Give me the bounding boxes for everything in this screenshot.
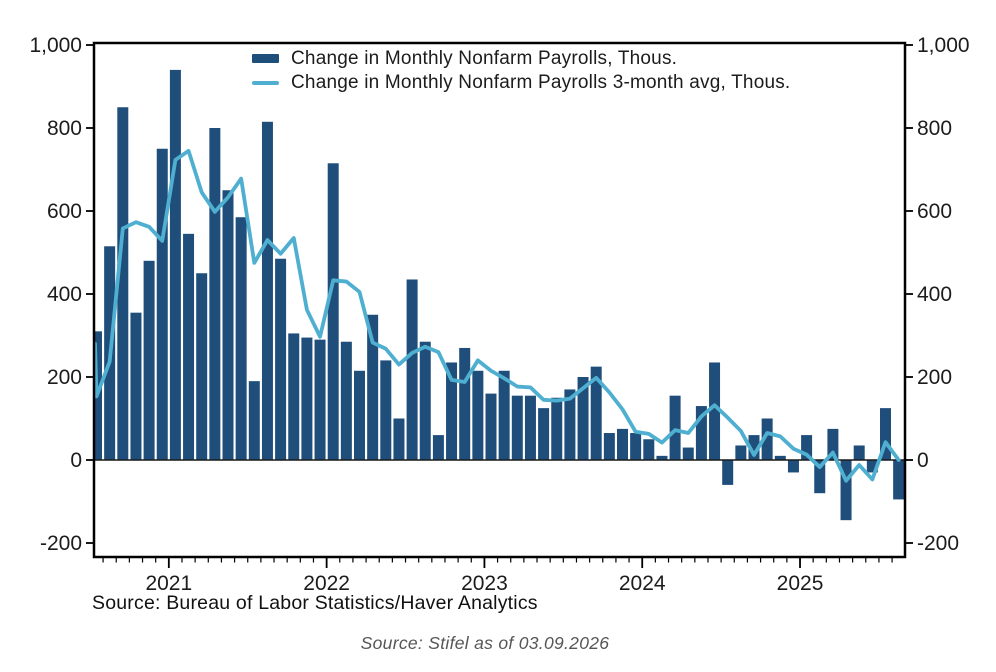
payrolls-bar [143,260,155,460]
payrolls-bar [301,337,313,460]
payrolls-bar [801,435,813,460]
payrolls-bar [617,428,628,461]
bar-series-swatch-icon [252,54,279,63]
payrolls-bar [524,395,536,461]
payrolls-bar [183,233,195,460]
payrolls-bar [722,460,734,485]
payrolls-bar [630,433,642,460]
payrolls-bar [643,439,655,460]
payrolls-bar [406,279,418,460]
payrolls-bar [288,333,300,460]
payrolls-bar [393,418,405,460]
payrolls-bar [314,339,326,460]
payrolls-bar [235,217,247,460]
payrolls-bar [209,128,221,460]
y-tick-label-left: 200 [47,366,82,389]
y-tick-label-right: 600 [917,200,952,223]
payrolls-bar [419,341,431,460]
line-series-swatch-icon [252,80,279,85]
payrolls-bar [380,360,392,460]
payrolls-bar [761,418,773,460]
legend-label-line: Change in Monthly Nonfarm Payrolls 3-mon… [291,71,791,93]
payrolls-bar [880,408,891,461]
payrolls-bar [564,389,576,460]
y-tick-label-left: 0 [70,449,82,472]
payrolls-bar [669,395,681,461]
payrolls-bar [577,377,589,460]
x-year-label: 2021 [145,572,192,595]
source-attribution-stifel: Source: Stifel as of 03.09.2026 [360,633,610,653]
payrolls-bar [248,381,260,460]
payrolls-bar [774,455,786,460]
payrolls-bar [827,428,839,461]
x-year-label: 2025 [777,572,824,595]
payrolls-bar [551,397,563,460]
y-tick-label-right: 800 [917,117,952,140]
y-tick-label-right: 400 [917,283,952,306]
payrolls-bar [275,258,287,460]
y-tick-label-right: 200 [917,366,952,389]
payrolls-bar [603,433,615,460]
payrolls-bar [590,366,602,461]
y-tick-label-left: -200 [40,532,82,555]
payrolls-bar [709,362,721,460]
y-tick-label-right: -200 [917,532,959,555]
payrolls-bar [511,395,523,461]
x-year-label: 2022 [303,572,350,595]
payrolls-bar [498,370,510,460]
payrolls-bar [340,341,352,460]
legend-item-line: Change in Monthly Nonfarm Payrolls 3-mon… [252,71,791,93]
payrolls-bar [432,435,444,460]
payrolls-bar [538,408,550,461]
payrolls-bar [222,190,234,460]
payrolls-bar [735,445,747,460]
chart-legend: Change in Monthly Nonfarm Payrolls, Thou… [252,47,791,93]
payrolls-bar [748,435,760,460]
payrolls-bar [130,312,142,460]
legend-item-bars: Change in Monthly Nonfarm Payrolls, Thou… [252,47,790,69]
y-tick-label-right: 1,000 [917,34,970,57]
y-tick-label-right: 0 [917,449,929,472]
payrolls-bar [656,455,668,460]
payrolls-bar [840,460,852,521]
payrolls-bar [169,69,181,461]
payrolls-bar [117,107,129,460]
plot-area [95,69,904,521]
payrolls-bar [354,370,365,460]
legend-label-bars: Change in Monthly Nonfarm Payrolls, Thou… [291,47,678,69]
payrolls-bar [327,163,339,460]
payrolls-bar [472,370,484,460]
payrolls-bar [814,460,826,494]
payrolls-bar [261,121,273,460]
payrolls-bar [787,460,799,473]
plot-frame [92,41,907,559]
y-tick-label-left: 600 [47,200,82,223]
payrolls-bar [682,447,694,460]
y-tick-label-left: 800 [47,117,82,140]
payrolls-bar [893,460,904,500]
payrolls-bar [156,148,168,460]
x-year-label: 2024 [619,572,666,595]
x-year-label: 2023 [461,572,508,595]
payrolls-bar [485,393,497,460]
payrolls-bar [866,460,878,473]
payrolls-bar [367,314,379,460]
payrolls-bar [446,362,458,460]
payrolls-bar [853,445,865,460]
payrolls-bar [459,347,471,460]
payrolls-bar [196,273,208,460]
y-tick-label-left: 1,000 [29,34,82,57]
y-tick-label-left: 400 [47,283,82,306]
source-attribution-bls: Source: Bureau of Labor Statistics/Haver… [92,592,538,614]
avg-line [95,148,901,483]
payrolls-bar [695,406,707,460]
